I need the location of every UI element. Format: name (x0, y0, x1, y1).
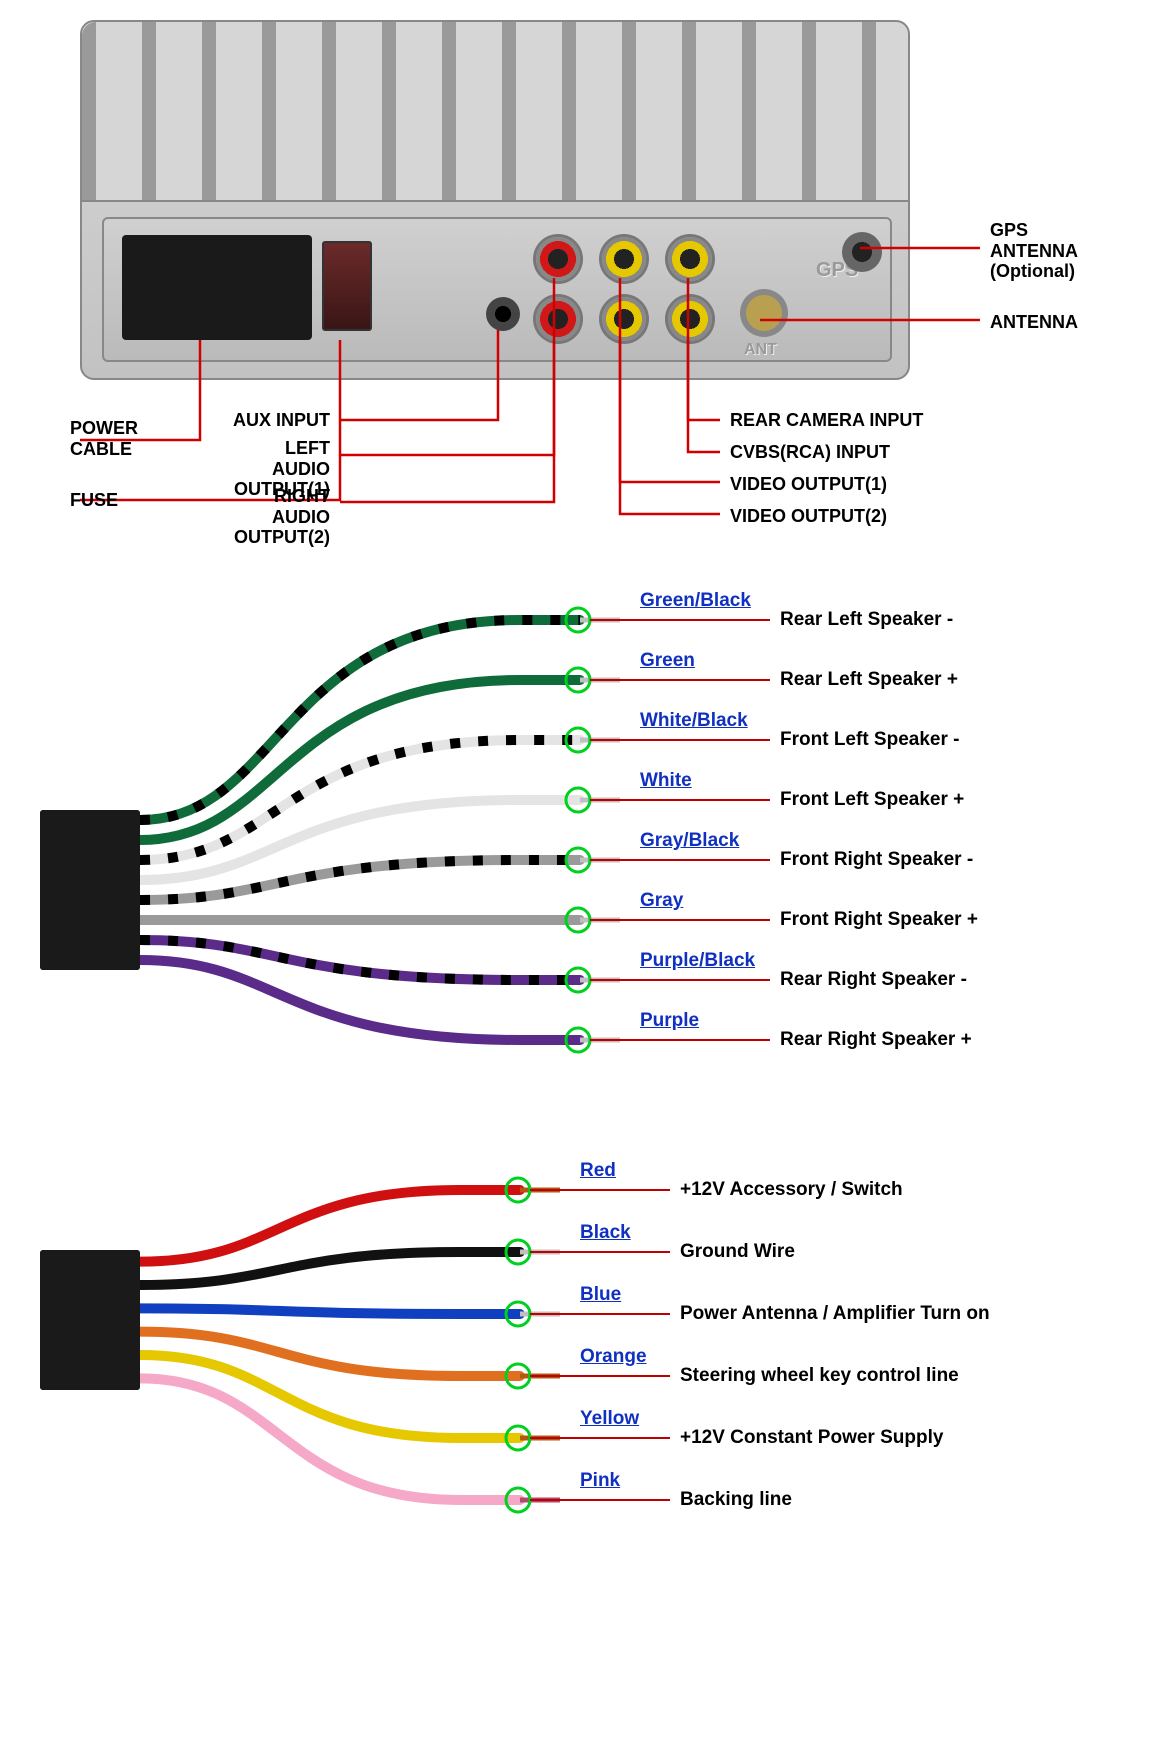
rca-v-out2 (602, 297, 646, 341)
antenna-port (740, 289, 788, 337)
ant-label-emboss: ANT (744, 341, 777, 359)
label-video1: VIDEO OUTPUT(1) (730, 474, 887, 495)
wire-color-label: Green/Black (640, 590, 751, 612)
wire-color-label: Red (580, 1160, 616, 1182)
rca-cvbsin (668, 297, 712, 341)
wire-function-label: Front Left Speaker + (780, 789, 964, 811)
label-video2: VIDEO OUTPUT(2) (730, 506, 887, 527)
wire-color-label: Purple (640, 1010, 699, 1032)
wire-color-label: White (640, 770, 692, 792)
wire-color-label: Yellow (580, 1408, 639, 1430)
wire-color-label: Gray/Black (640, 830, 739, 852)
wire-color-label: Black (580, 1222, 631, 1244)
rca-l-out (536, 237, 580, 281)
wire-function-label: Ground Wire (680, 1241, 795, 1263)
wire-function-label: Front Right Speaker + (780, 909, 978, 931)
wire-function-label: Rear Right Speaker - (780, 969, 967, 991)
rear-panel: GPS ANT (102, 217, 892, 362)
rca-r-out (536, 297, 580, 341)
wire-color-label: Green (640, 650, 695, 672)
head-unit-diagram: GPS ANT GPS ANTENNA (Optional) ANTENNA P… (20, 20, 1152, 560)
wire-function-label: Front Left Speaker - (780, 729, 959, 751)
label-gps-antenna: GPS ANTENNA (Optional) (990, 220, 1078, 282)
wire-function-label: Rear Left Speaker - (780, 609, 953, 631)
wire-function-label: Steering wheel key control line (680, 1365, 959, 1387)
wire-color-label: Orange (580, 1346, 647, 1368)
speaker-wires-svg (20, 560, 1172, 1120)
wire-function-label: Rear Right Speaker + (780, 1029, 972, 1051)
gps-port (842, 232, 882, 272)
fuse-holder (322, 241, 372, 331)
label-fuse: FUSE (70, 490, 118, 511)
wire-function-label: Rear Left Speaker + (780, 669, 958, 691)
label-rear-camera: REAR CAMERA INPUT (730, 410, 923, 431)
wire-function-label: +12V Accessory / Switch (680, 1179, 903, 1201)
wire-color-label: Pink (580, 1470, 620, 1492)
speaker-harness-diagram: Green/Black Rear Left Speaker - Green Rear … (20, 560, 1152, 1120)
wire-color-label: White/Black (640, 710, 748, 732)
iso-connector (122, 235, 312, 340)
wire-function-label: Power Antenna / Amplifier Turn on (680, 1303, 990, 1325)
wire-function-label: Front Right Speaker - (780, 849, 973, 871)
wire-color-label: Purple/Black (640, 950, 755, 972)
wire-color-label: Blue (580, 1284, 621, 1306)
label-cvbs: CVBS(RCA) INPUT (730, 442, 890, 463)
label-antenna: ANTENNA (990, 312, 1078, 333)
head-unit-body: GPS ANT (80, 20, 910, 380)
wire-function-label: +12V Constant Power Supply (680, 1427, 943, 1449)
wire-color-label: Gray (640, 890, 683, 912)
rca-v-out1 (602, 237, 646, 281)
aux-jack (486, 297, 520, 331)
label-power-cable: POWER CABLE (70, 418, 138, 459)
power-harness-diagram: Red +12V Accessory / Switch Black Ground Wi… (20, 1120, 1152, 1600)
heatsink (82, 22, 908, 202)
rca-cam-in (668, 237, 712, 281)
wire-function-label: Backing line (680, 1489, 792, 1511)
